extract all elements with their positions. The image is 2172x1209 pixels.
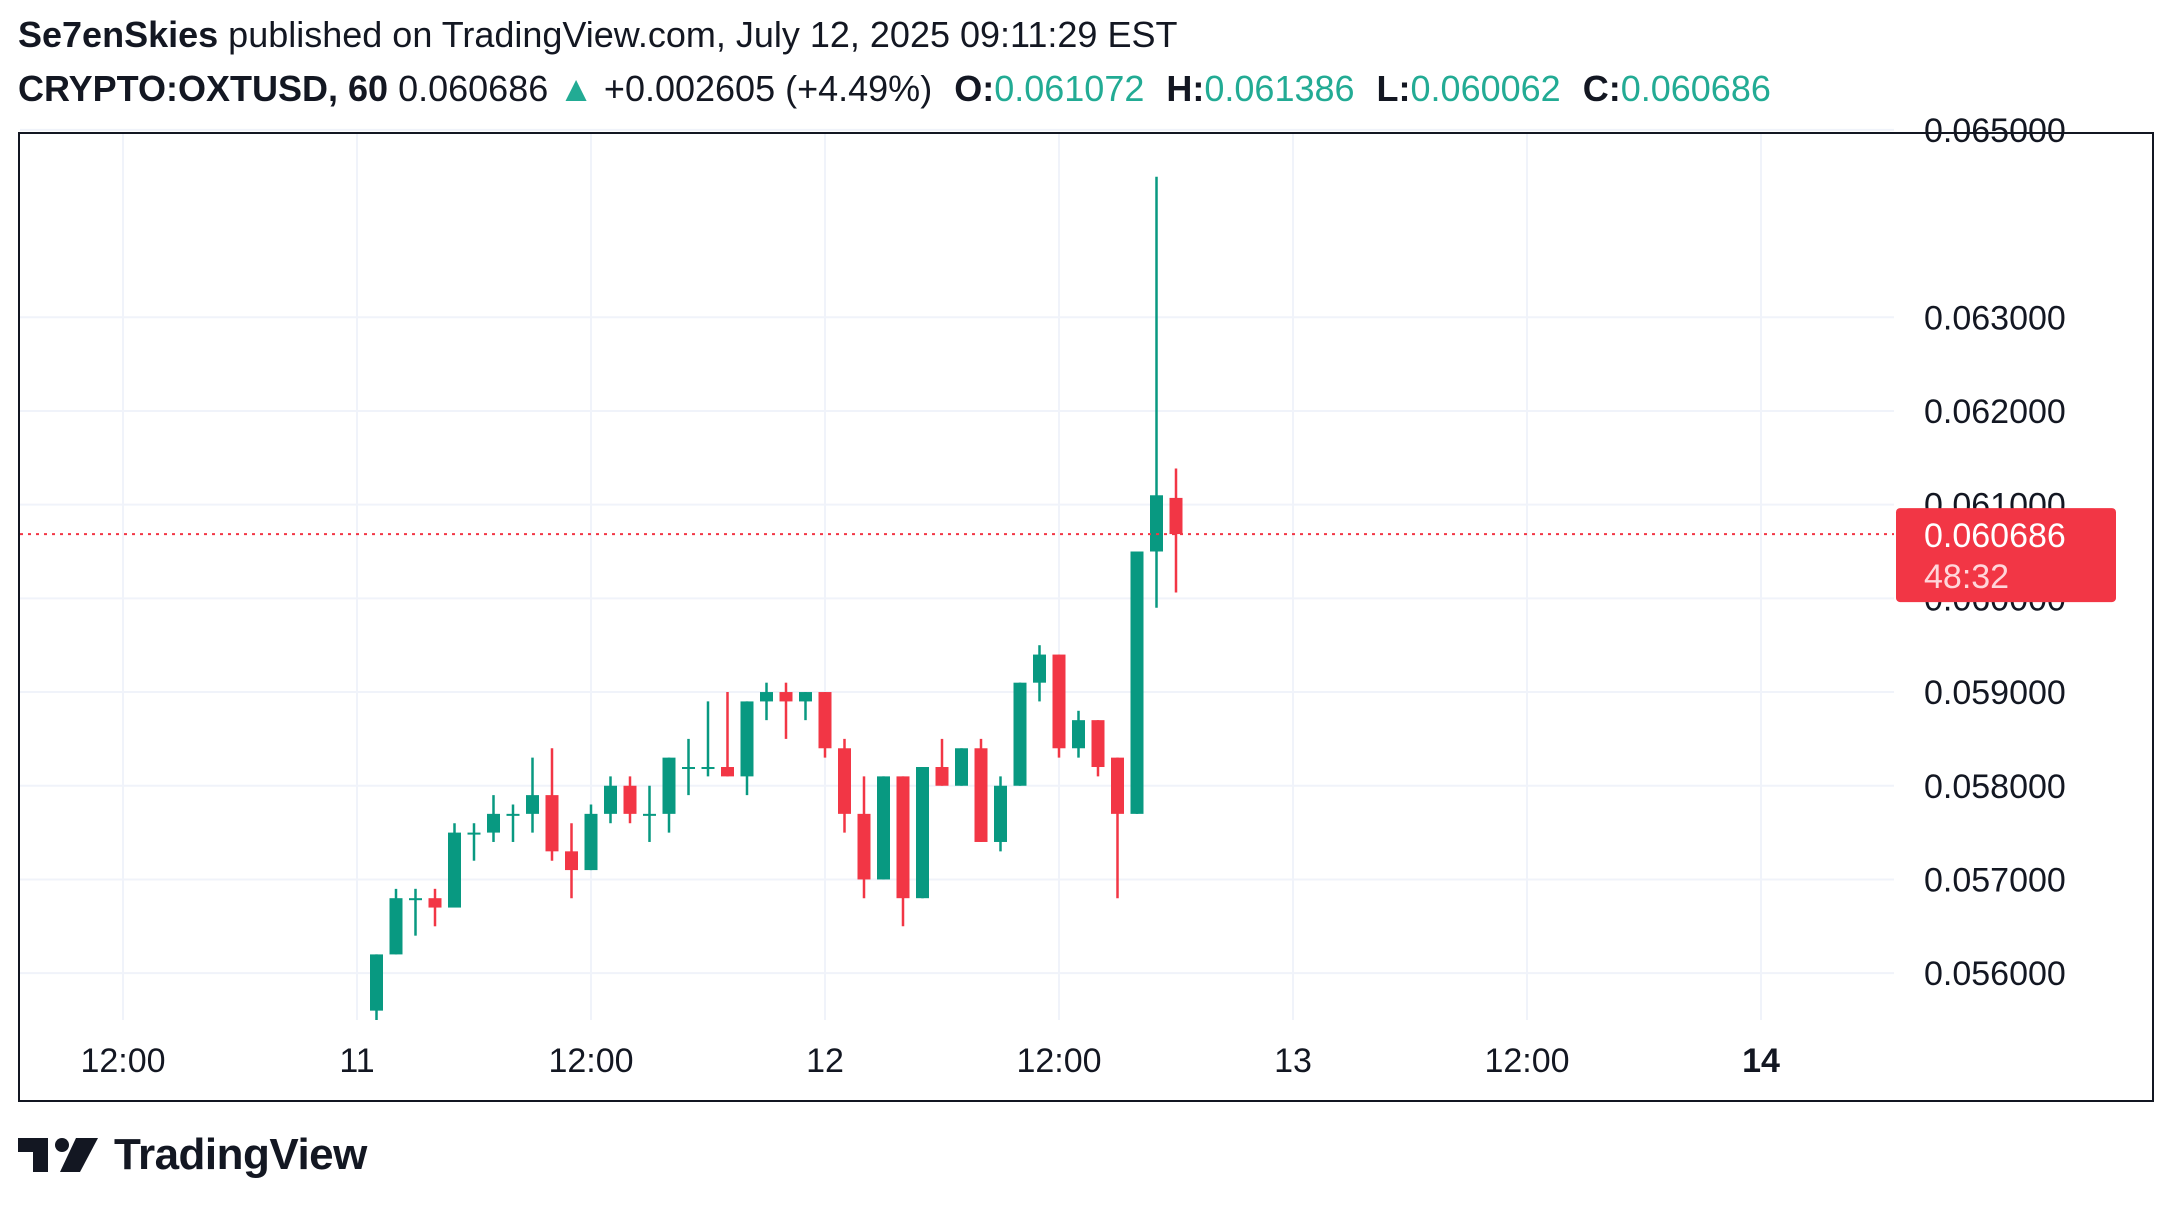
chart-frame[interactable]: [18, 132, 2154, 1102]
tradingview-footer: TradingView: [18, 1130, 367, 1180]
x-tick-label: 12:00: [548, 1042, 633, 1080]
candle-body: [428, 898, 442, 908]
candle-body: [643, 813, 656, 816]
y-tick-label: 0.057000: [1924, 861, 2066, 899]
up-arrow-icon: ▲: [558, 68, 594, 109]
candle-body: [487, 813, 500, 833]
y-tick-label: 0.056000: [1924, 955, 2066, 993]
last-price-tag: [1896, 508, 2116, 603]
candle-body: [974, 748, 988, 842]
symbol-label[interactable]: CRYPTO:OXTUSD, 60: [18, 68, 389, 109]
candle-body: [389, 898, 403, 955]
candle-body: [565, 851, 578, 871]
symbol-legend: CRYPTO:OXTUSD, 60 0.060686 ▲ +0.002605 (…: [18, 68, 1771, 110]
published-text: published on TradingView.com, July 12, 2…: [228, 14, 1178, 55]
low-label: L:: [1376, 68, 1411, 109]
bar-countdown: 48:32: [1924, 558, 2009, 596]
brand-name: TradingView: [114, 1130, 367, 1179]
x-tick-label: 12: [806, 1042, 844, 1080]
candles: [370, 176, 1183, 1020]
candle-body: [623, 785, 637, 814]
candle-body: [604, 785, 617, 814]
x-tick-label: 13: [1274, 1042, 1312, 1080]
y-tick-label: 0.062000: [1924, 393, 2066, 431]
candle-body: [662, 757, 676, 814]
candle-body: [1130, 551, 1144, 814]
candle-body: [1052, 654, 1066, 749]
candle-body: [838, 748, 851, 814]
candle-body: [721, 767, 734, 777]
candle-body: [994, 785, 1007, 842]
x-tick-label: 12:00: [80, 1042, 165, 1080]
candle-body: [916, 767, 929, 899]
time-axis: 12:00 11 12:00 12 12:00 13 12:00 14: [80, 1042, 1780, 1080]
candle-body: [545, 795, 559, 852]
candle-body: [682, 767, 695, 770]
y-tick-label: 0.059000: [1924, 674, 2066, 712]
candle-body: [506, 813, 520, 816]
candle-body: [779, 692, 793, 702]
candle-body: [818, 692, 832, 749]
candle-body: [955, 748, 968, 786]
candle-body: [526, 795, 539, 814]
candle-body: [896, 776, 910, 899]
y-tick-label: 0.065000: [1924, 112, 2066, 150]
x-tick-label: 12:00: [1484, 1042, 1569, 1080]
open-value: 0.061072: [994, 68, 1145, 109]
last-price: 0.060686: [398, 68, 549, 109]
close-value: 0.060686: [1620, 68, 1771, 109]
candle-body: [1169, 497, 1183, 535]
candle-body: [448, 832, 461, 908]
candle-body: [1072, 720, 1085, 749]
last-price-tag-value: 0.060686: [1924, 517, 2066, 555]
candle-body: [467, 832, 481, 835]
tradingview-logo-icon: [18, 1138, 98, 1172]
candle-body: [1033, 654, 1046, 683]
y-tick-label: 0.058000: [1924, 768, 2066, 806]
high-value: 0.061386: [1204, 68, 1355, 109]
candle-body: [799, 692, 812, 702]
candle-body: [857, 813, 871, 880]
candle-body: [1013, 682, 1027, 786]
author-name[interactable]: Se7enSkies: [18, 14, 219, 55]
candle-body: [370, 954, 383, 1011]
price-change: +0.002605 (+4.49%): [603, 68, 933, 109]
price-chart[interactable]: 0.0560000.0570000.0580000.0590000.060000…: [0, 0, 2172, 1110]
x-tick-label: 12:00: [1016, 1042, 1101, 1080]
candle-body: [1091, 720, 1105, 768]
candle-body: [760, 692, 773, 702]
open-label: O:: [954, 68, 995, 109]
x-tick-label: 11: [339, 1042, 374, 1080]
candle-body: [701, 767, 715, 770]
candle-body: [740, 701, 754, 777]
x-tick-label: 14: [1742, 1042, 1780, 1080]
candle-body: [1111, 757, 1124, 814]
candle-body: [409, 898, 422, 901]
y-tick-label: 0.063000: [1924, 299, 2066, 337]
low-value: 0.060062: [1410, 68, 1561, 109]
high-label: H:: [1166, 68, 1205, 109]
grid-lines: [20, 128, 1894, 1020]
close-label: C:: [1582, 68, 1621, 109]
candle-body: [584, 813, 598, 871]
candle-body: [935, 767, 949, 786]
candle-body: [1150, 495, 1163, 552]
publish-info: Se7enSkies published on TradingView.com,…: [18, 14, 1177, 56]
candle-body: [877, 776, 890, 880]
